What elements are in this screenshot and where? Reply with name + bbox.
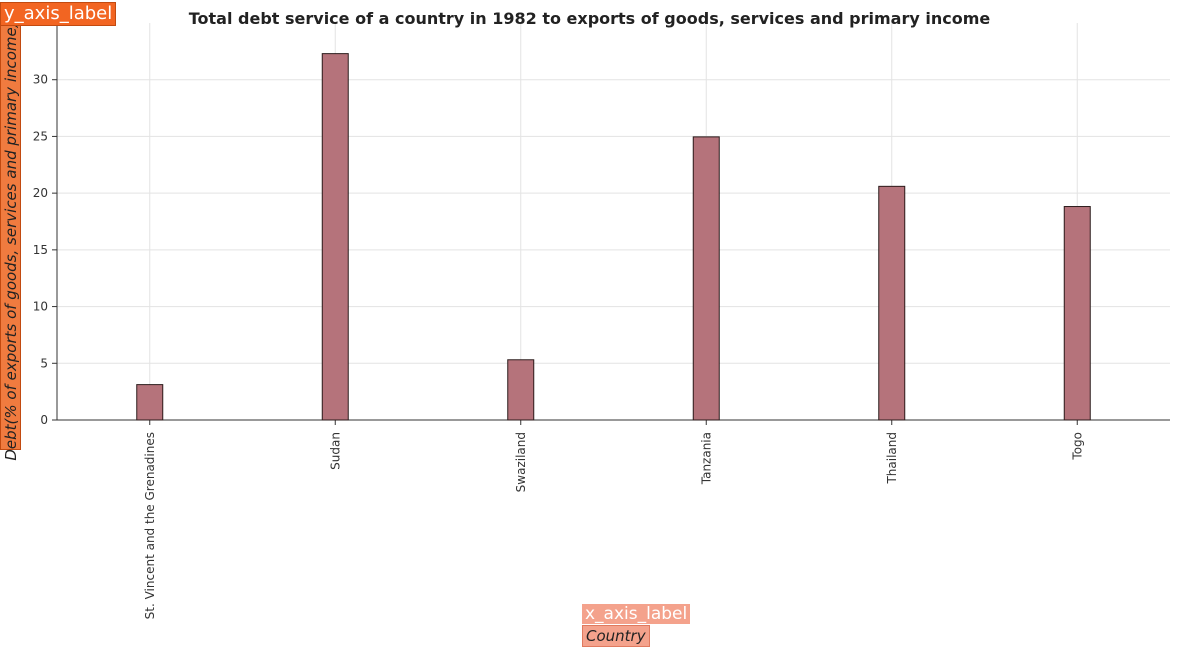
y-tick-label: 20 <box>33 186 48 200</box>
x-tick-label: St. Vincent and the Grenadines <box>143 432 157 619</box>
bar <box>321 53 349 421</box>
bar <box>692 136 720 421</box>
x-tick-labels: St. Vincent and the Grenadines Sudan Swazi… <box>143 432 1085 619</box>
x-tick-label: Sudan <box>328 432 342 470</box>
x-tick-label: Tanzania <box>699 432 713 485</box>
x-tick-label: Togo <box>1070 432 1084 461</box>
y-tick-label: 5 <box>40 356 48 370</box>
bar <box>507 359 535 421</box>
bar <box>1063 206 1091 421</box>
chart-title: Total debt service of a country in 1982 … <box>188 9 991 28</box>
y-tick-label: 30 <box>33 73 48 87</box>
axes <box>52 23 1170 425</box>
bar <box>136 384 164 421</box>
bars <box>136 53 1091 421</box>
y-axis-label-box: Debt(% of exports of goods, services and… <box>0 10 21 461</box>
y-tick-label: 25 <box>33 129 48 143</box>
y-tick-labels: 0 5 10 15 20 25 30 <box>33 73 48 427</box>
y-axis-label: Debt(% of exports of goods, services and… <box>2 21 20 461</box>
y-tick-label: 10 <box>33 300 48 314</box>
y-tick-label: 15 <box>33 243 48 257</box>
x-axis-label: Country <box>582 625 650 647</box>
x-tick-label: Swaziland <box>514 432 528 492</box>
y-tick-label: 0 <box>40 413 48 427</box>
y-axis-tag: y_axis_label <box>0 2 117 26</box>
x-tick-label: Thailand <box>885 432 899 485</box>
bar <box>878 185 906 421</box>
x-axis-tag: x_axis_label <box>582 604 691 624</box>
grid-lines <box>57 23 1170 421</box>
